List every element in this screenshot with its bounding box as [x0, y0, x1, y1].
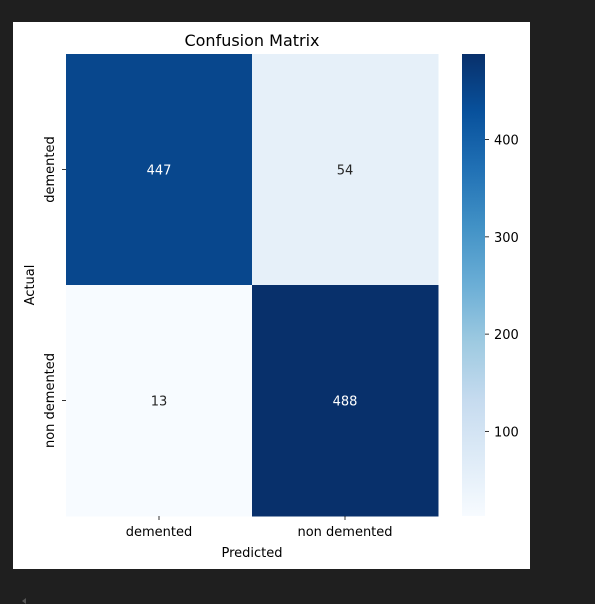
heatmap-cells	[66, 54, 439, 517]
cell-value-label: 447	[147, 164, 172, 179]
chart-title: Confusion Matrix	[184, 31, 319, 50]
heatmap-cell	[252, 285, 439, 517]
colorbar-tick-label: 100	[494, 425, 519, 440]
x-axis: demented non demented	[126, 516, 393, 540]
y-axis-label: Actual	[23, 265, 38, 306]
colorbar	[462, 54, 485, 516]
heatmap-cell	[66, 285, 253, 517]
x-tick-label: demented	[126, 525, 193, 540]
colorbar-tick-label: 400	[494, 134, 519, 149]
y-axis: demented non demented	[43, 136, 66, 448]
x-axis-label: Predicted	[221, 546, 282, 561]
cell-value-label: 488	[333, 395, 358, 410]
heatmap-cell	[66, 54, 253, 286]
scroll-left-icon[interactable]	[22, 598, 26, 604]
colorbar-ticks: 100 200 300 400	[485, 134, 519, 440]
colorbar-tick-label: 300	[494, 231, 519, 246]
y-tick-label: demented	[43, 136, 58, 203]
x-tick-label: non demented	[297, 525, 392, 540]
confusion-matrix-chart: Confusion Matrix 447 54 13 488 demented non …	[23, 31, 519, 561]
cell-value-label: 13	[151, 395, 168, 410]
heatmap-cell	[252, 54, 439, 286]
figure: Confusion Matrix 447 54 13 488 demented non …	[13, 22, 530, 604]
y-tick-label: non demented	[43, 353, 58, 448]
heatmap-cell-labels: 447 54 13 488	[147, 164, 358, 410]
cell-value-label: 54	[337, 164, 354, 179]
colorbar-tick-label: 200	[494, 328, 519, 343]
